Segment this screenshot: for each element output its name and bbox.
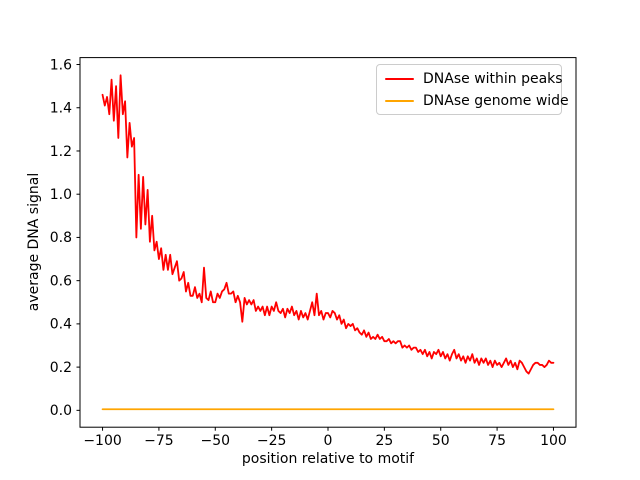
y-tick-label: 1.0 (50, 187, 72, 203)
x-tick-label: 25 (375, 433, 393, 449)
x-tick-label: −50 (200, 433, 230, 449)
y-tick-label: 0.0 (50, 403, 72, 419)
plot-series (101, 74, 555, 411)
legend-line-sample-orange (385, 99, 414, 102)
legend-line-sample-red (385, 77, 414, 80)
y-tick-label: 1.6 (50, 57, 72, 73)
legend-label: DNAse within peaks (423, 70, 563, 87)
legend: DNAse within peaks DNAse genome wide (376, 64, 569, 115)
x-tick-label: 0 (324, 433, 333, 449)
y-axis-label: average DNA signal (26, 172, 42, 312)
legend-entry-dnase-within-peaks: DNAse within peaks (385, 70, 563, 87)
y-tick-label: 1.2 (50, 144, 72, 160)
x-axis-label: position relative to motif (241, 451, 415, 467)
legend-label: DNAse genome wide (423, 92, 569, 109)
x-tick-label: 100 (540, 433, 567, 449)
y-tick-label: 0.2 (50, 360, 72, 376)
x-tick-label: 75 (488, 433, 506, 449)
y-tick-label: 0.4 (50, 317, 72, 333)
series-line-dnase-within-peaks (101, 74, 555, 375)
x-tick-label: 50 (432, 433, 450, 449)
legend-entry-dnase-genome-wide: DNAse genome wide (385, 92, 569, 109)
y-tick-label: 0.8 (50, 230, 72, 246)
y-tick-label: 0.6 (50, 273, 72, 289)
axes: −100 −75 −50 −25 0 25 50 75 100 0.0 0.2 0.4 0.6 0.8 1.… (50, 57, 577, 449)
x-tick-label: −75 (144, 433, 174, 449)
x-tick-label: −25 (257, 433, 287, 449)
y-tick-label: 1.4 (50, 101, 72, 117)
x-tick-label: −100 (83, 433, 121, 449)
